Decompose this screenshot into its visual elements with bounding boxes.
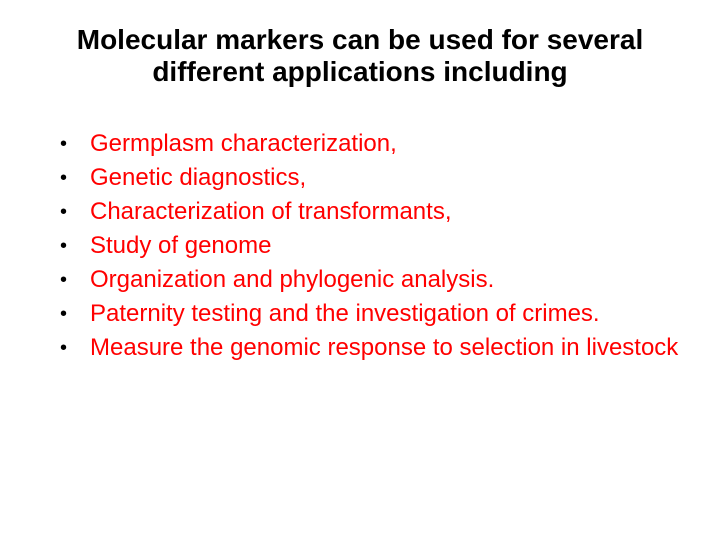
slide-title: Molecular markers can be used for severa…	[40, 24, 680, 88]
list-item-text: Study of genome	[90, 230, 271, 262]
bullet-icon: •	[60, 162, 90, 194]
list-item: •Paternity testing and the investigation…	[60, 298, 680, 330]
bullet-list: •Germplasm characterization,•Genetic dia…	[40, 128, 680, 364]
list-item-text: Organization and phylogenic analysis.	[90, 264, 494, 296]
list-item-text: Genetic diagnostics,	[90, 162, 306, 194]
bullet-icon: •	[60, 196, 90, 228]
bullet-icon: •	[60, 128, 90, 160]
list-item: •Organization and phylogenic analysis.	[60, 264, 680, 296]
bullet-icon: •	[60, 264, 90, 296]
list-item: •Study of genome	[60, 230, 680, 262]
bullet-icon: •	[60, 298, 90, 330]
list-item-text: Germplasm characterization,	[90, 128, 397, 160]
list-item-text: Measure the genomic response to selectio…	[90, 332, 678, 364]
list-item-text: Paternity testing and the investigation …	[90, 298, 600, 330]
list-item-text: Characterization of transformants,	[90, 196, 452, 228]
list-item: •Measure the genomic response to selecti…	[60, 332, 680, 364]
list-item: •Genetic diagnostics,	[60, 162, 680, 194]
bullet-icon: •	[60, 332, 90, 364]
list-item: •Characterization of transformants,	[60, 196, 680, 228]
list-item: •Germplasm characterization,	[60, 128, 680, 160]
bullet-icon: •	[60, 230, 90, 262]
